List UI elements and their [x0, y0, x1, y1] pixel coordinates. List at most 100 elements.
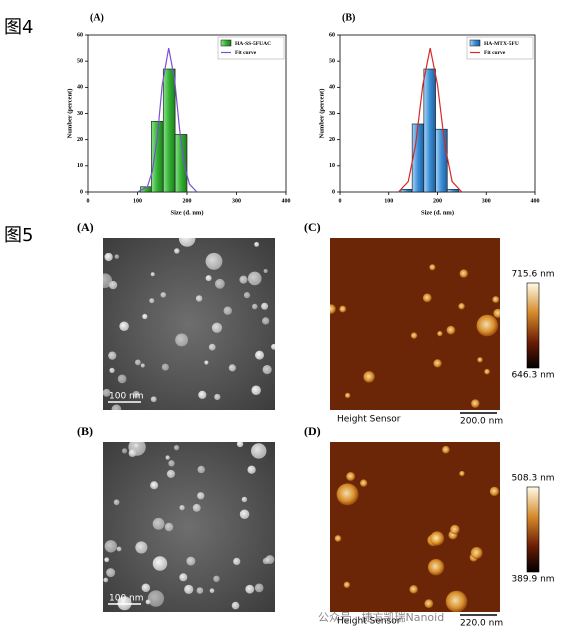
sensor-label: Height Sensor	[337, 415, 401, 425]
x-tick-label: 300	[232, 198, 241, 204]
sensor-label: Height Sensor	[337, 617, 401, 627]
scale-bar-label: 100 nm	[109, 392, 144, 402]
x-tick-label: 0	[87, 198, 90, 204]
particle	[239, 275, 248, 284]
particle	[198, 390, 207, 399]
particle	[111, 404, 122, 410]
particle	[445, 590, 468, 612]
legend-box	[217, 36, 285, 60]
particle	[134, 443, 139, 449]
x-tick-label: 300	[482, 198, 491, 204]
particle	[161, 363, 169, 371]
bar	[423, 68, 436, 193]
bar	[435, 128, 448, 193]
particle	[108, 351, 117, 360]
particle	[214, 278, 225, 289]
particle	[410, 332, 418, 339]
scale-bar-label: 100 nm	[109, 594, 144, 604]
particle	[254, 241, 259, 247]
particle	[173, 445, 180, 451]
particle	[470, 547, 483, 559]
x-tick-label: 0	[339, 198, 342, 204]
particle	[231, 601, 240, 610]
particle	[261, 317, 270, 325]
particle	[442, 445, 450, 454]
bar	[174, 134, 188, 193]
fit-line	[398, 47, 463, 193]
particle	[241, 496, 248, 503]
scale-bar-label: 200.0 nm	[460, 417, 503, 427]
bar	[411, 123, 425, 193]
particle	[251, 385, 261, 396]
particle	[336, 483, 359, 506]
figure-label: 图4	[4, 17, 33, 38]
y-tick-label: 60	[77, 32, 83, 38]
particle	[147, 590, 165, 607]
particle	[104, 252, 113, 262]
particle	[459, 269, 469, 278]
scale-bar-label: 220.0 nm	[460, 619, 503, 629]
y-tick-label: 30	[77, 111, 83, 117]
y-tick-label: 20	[329, 137, 335, 143]
particle	[228, 364, 236, 372]
fit-line	[137, 47, 198, 193]
chart: (A) 0 10 20 30 40 50 60 0 100 200 300 400 Size (d. nm…	[66, 12, 290, 216]
x-tick-label: 400	[531, 198, 540, 204]
x-tick-label: 100	[133, 198, 142, 204]
particle	[103, 577, 109, 583]
particle	[236, 442, 244, 448]
y-tick-label: 0	[80, 189, 83, 195]
particle	[330, 304, 336, 314]
panel-label: (B)	[77, 424, 93, 438]
images: (A) 100 nm (C) Height Sensor 200.0 nm 715.6 n…	[77, 220, 555, 629]
particle	[213, 575, 220, 583]
legend-label: Fit curve	[484, 50, 506, 56]
particle	[346, 472, 356, 481]
y-tick-label: 40	[77, 85, 83, 91]
particle	[446, 325, 456, 335]
figure-label: 图5	[4, 225, 33, 246]
y-axis-label: Number (percent)	[66, 89, 73, 139]
particle	[429, 264, 436, 271]
particle	[208, 343, 216, 351]
particle	[211, 322, 223, 333]
particle	[152, 517, 165, 530]
particle	[128, 449, 137, 457]
particle	[262, 364, 272, 375]
legend-box	[466, 36, 534, 60]
particle	[179, 573, 188, 582]
chart-title: (B)	[342, 12, 355, 23]
particle	[132, 390, 140, 398]
x-tick-label: 400	[282, 198, 291, 204]
legend-label: HA-SS-5FUAC	[235, 41, 271, 47]
particle	[135, 541, 148, 554]
legend-swatch	[469, 39, 481, 47]
colorbar-min: 646.3 nm	[511, 371, 554, 381]
particle	[437, 330, 443, 337]
colorbar	[526, 486, 540, 573]
particle	[430, 531, 445, 546]
particle	[243, 292, 251, 299]
particle	[103, 388, 111, 397]
particle	[254, 583, 264, 593]
colorbar-min: 389.9 nm	[511, 575, 554, 585]
colorbar	[526, 282, 540, 369]
image-background	[103, 238, 275, 410]
particle	[263, 268, 268, 274]
particle	[104, 557, 110, 563]
particle	[166, 469, 176, 478]
particle	[492, 296, 500, 303]
particle	[339, 305, 347, 313]
particle	[197, 465, 205, 474]
panel-label: (A)	[77, 220, 94, 234]
watermark: 公众号 · 捷方凯瑞Nanoid	[318, 610, 444, 624]
particle	[149, 298, 155, 304]
particle	[178, 238, 196, 247]
particle	[119, 321, 129, 332]
particle	[223, 306, 232, 315]
micrograph	[103, 442, 275, 612]
particle	[424, 599, 434, 609]
particle	[476, 314, 499, 337]
particle	[204, 360, 209, 365]
